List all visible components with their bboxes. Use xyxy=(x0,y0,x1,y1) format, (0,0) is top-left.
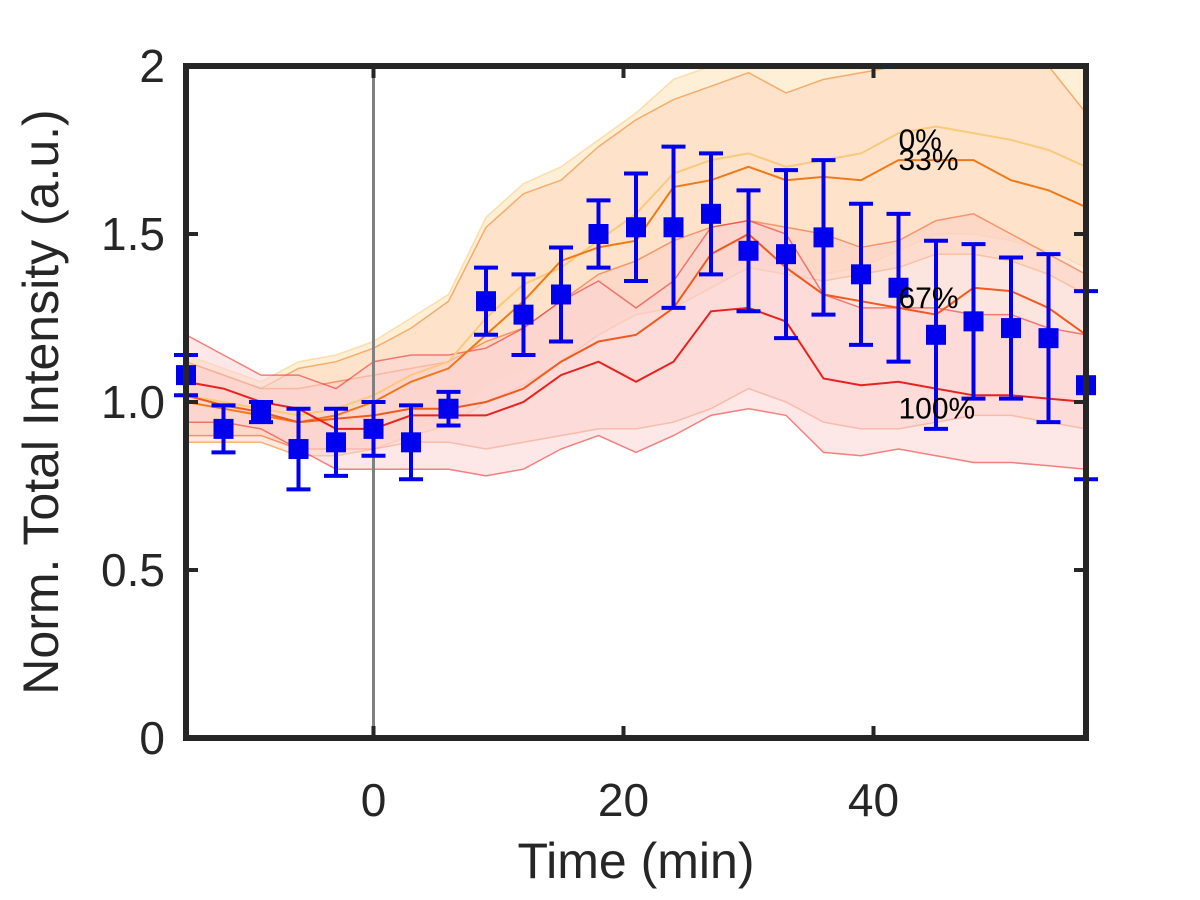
data-point xyxy=(701,203,721,224)
data-point xyxy=(326,432,346,453)
data-point xyxy=(888,277,909,298)
data-point xyxy=(963,311,984,332)
y-axis-title: Norm. Total Intensity (a.u.) xyxy=(13,109,69,694)
data-point xyxy=(776,244,796,265)
curve-label: 0% xyxy=(899,124,942,157)
x-tick-label: 40 xyxy=(848,774,899,826)
data-point xyxy=(513,304,534,325)
data-point xyxy=(251,402,271,423)
data-point xyxy=(1038,328,1059,349)
data-point xyxy=(476,291,496,312)
data-point xyxy=(363,418,384,439)
curve-labels: 0%33% 67% 100% xyxy=(899,124,976,426)
measured-markers xyxy=(176,203,1096,460)
data-point xyxy=(588,224,609,244)
x-tick-label: 20 xyxy=(598,774,649,826)
data-point xyxy=(626,217,646,238)
x-tick-label: 0 xyxy=(361,774,387,826)
data-point xyxy=(438,398,459,419)
data-point xyxy=(813,227,834,248)
data-point xyxy=(401,432,421,453)
y-tick-label: 1.5 xyxy=(101,208,165,260)
data-point xyxy=(738,240,759,261)
y-tick-label: 1.0 xyxy=(101,376,165,428)
y-axis-ticks: 0 0.5 1.0 1.5 2 xyxy=(101,40,1086,764)
curve-label: 33% xyxy=(899,144,959,177)
data-point xyxy=(663,217,684,238)
data-point xyxy=(551,284,571,305)
x-axis-title: Time (min) xyxy=(517,833,754,889)
data-point xyxy=(288,439,309,460)
x-axis-ticks: 0 20 40 xyxy=(361,66,899,826)
y-tick-label: 0.5 xyxy=(101,544,165,596)
data-point xyxy=(926,324,946,345)
data-point xyxy=(213,418,234,439)
curve-label: 67% xyxy=(899,282,959,315)
y-tick-label: 0 xyxy=(139,712,165,764)
y-tick-label: 2 xyxy=(139,40,165,92)
data-point xyxy=(1001,318,1021,339)
curve-label: 100% xyxy=(899,393,976,426)
data-point xyxy=(851,264,871,285)
